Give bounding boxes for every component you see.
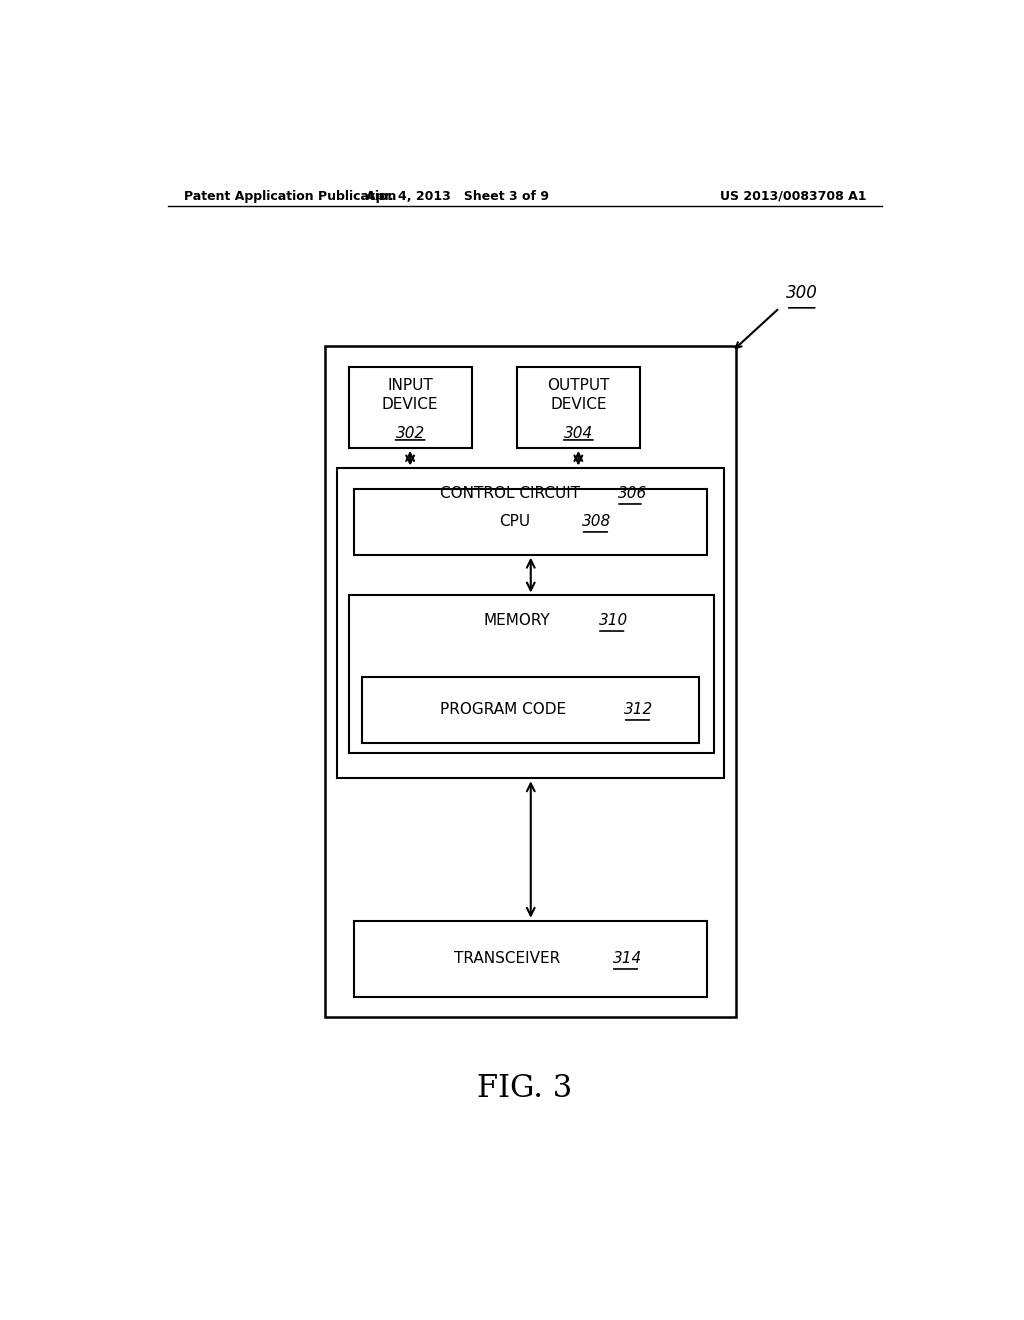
Text: Apr. 4, 2013   Sheet 3 of 9: Apr. 4, 2013 Sheet 3 of 9 [366, 190, 549, 202]
Text: Patent Application Publication: Patent Application Publication [183, 190, 396, 202]
Text: 304: 304 [564, 426, 593, 441]
Bar [325, 346, 736, 1018]
Text: MEMORY: MEMORY [483, 614, 550, 628]
Bar [337, 469, 724, 779]
Text: OUTPUT
DEVICE: OUTPUT DEVICE [547, 379, 609, 412]
Text: TRANSCEIVER: TRANSCEIVER [454, 952, 560, 966]
Text: CONTROL CIRCUIT: CONTROL CIRCUIT [440, 486, 581, 502]
Text: 308: 308 [583, 515, 611, 529]
Bar [348, 595, 714, 752]
Text: 312: 312 [625, 702, 653, 717]
Text: PROGRAM CODE: PROGRAM CODE [440, 702, 566, 717]
Bar [348, 367, 472, 447]
Bar [354, 488, 708, 554]
Text: 310: 310 [599, 614, 628, 628]
Bar [354, 921, 708, 997]
Text: 302: 302 [395, 426, 425, 441]
Text: 300: 300 [785, 284, 818, 302]
Text: INPUT
DEVICE: INPUT DEVICE [382, 379, 438, 412]
Text: FIG. 3: FIG. 3 [477, 1073, 572, 1104]
Text: 306: 306 [617, 486, 647, 502]
Bar [362, 677, 699, 743]
Text: 314: 314 [612, 952, 642, 966]
Text: CPU: CPU [500, 515, 530, 529]
Text: US 2013/0083708 A1: US 2013/0083708 A1 [720, 190, 866, 202]
Bar [517, 367, 640, 447]
